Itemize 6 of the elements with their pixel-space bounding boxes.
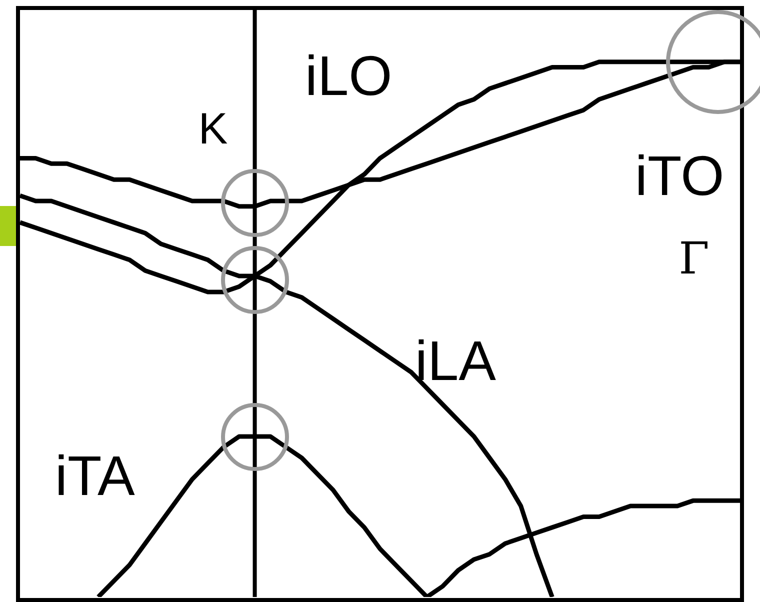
series-label: iLO [305,44,392,107]
series-label: iLA [415,328,497,392]
annotation: K [198,104,228,154]
series-label: iTA [55,444,136,507]
series-label: iTO [635,144,724,207]
annotation: Γ [678,233,710,284]
